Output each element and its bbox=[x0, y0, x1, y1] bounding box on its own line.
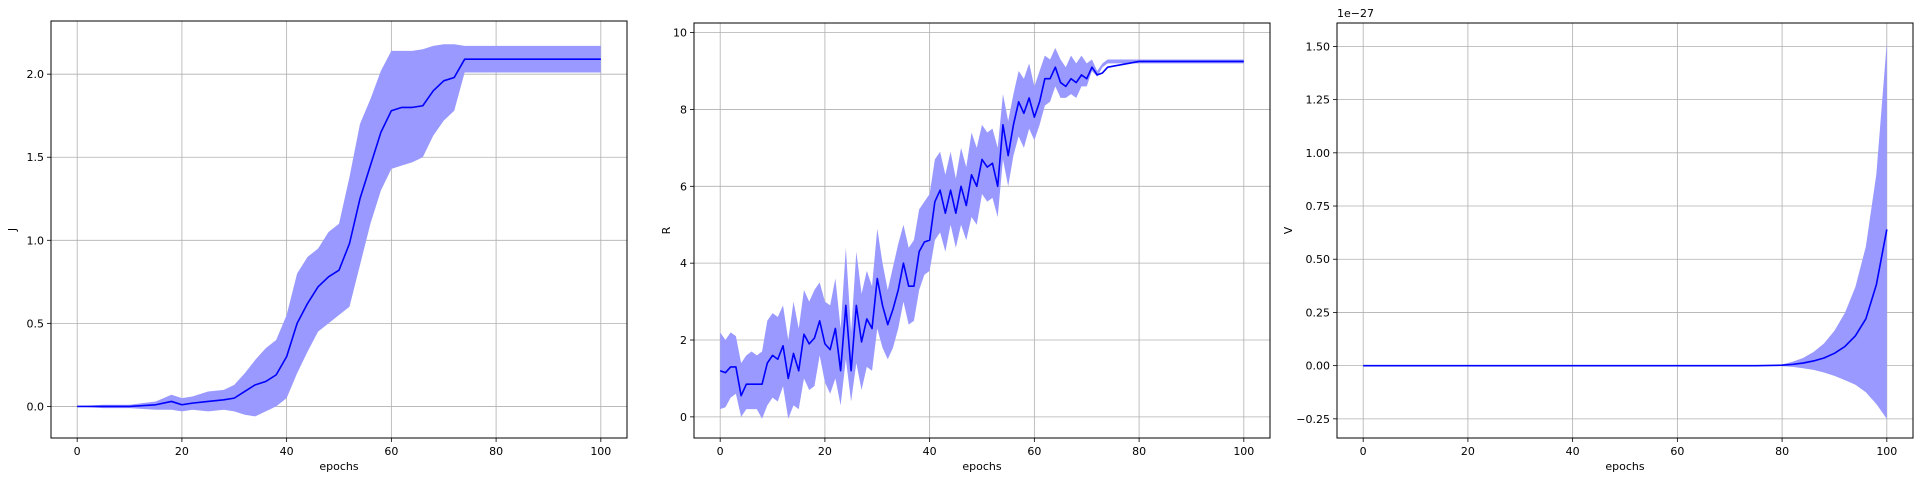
y-tick-label: 0.0 bbox=[27, 400, 45, 413]
x-tick-label: 60 bbox=[1670, 445, 1684, 458]
confidence-band bbox=[77, 44, 601, 417]
plot-frame bbox=[693, 22, 1271, 439]
y-tick-label: 0.75 bbox=[1306, 200, 1331, 213]
y-tick-label: 10 bbox=[673, 27, 687, 40]
x-tick-label: 100 bbox=[1876, 445, 1897, 458]
y-tick-label: 8 bbox=[680, 103, 687, 116]
y-tick-label: 0.00 bbox=[1306, 360, 1331, 373]
mean-line bbox=[719, 60, 1244, 397]
plot-frame bbox=[50, 20, 628, 439]
y-axis-label: R bbox=[660, 226, 673, 234]
y-tick-label: 1.00 bbox=[1306, 147, 1331, 160]
x-tick-label: 20 bbox=[818, 445, 832, 458]
mean-line bbox=[77, 58, 601, 408]
x-axis-label: epochs bbox=[962, 460, 1001, 473]
chart-panel-2: 0 20 40 60 80 100 0 2 4 6 8 10 epochs R bbox=[660, 22, 1271, 473]
chart-panel-1: 0 20 40 60 80 100 0.0 0.5 1.0 1.5 2.0 epochs J bbox=[6, 20, 628, 473]
y-tick-label: 2 bbox=[680, 334, 687, 347]
confidence-band bbox=[720, 47, 1244, 419]
y-tick-label: 1.0 bbox=[27, 234, 45, 247]
x-tick-label: 80 bbox=[489, 445, 503, 458]
y-tick-label: 1.50 bbox=[1306, 40, 1331, 53]
y-tick-label: 0.25 bbox=[1306, 306, 1331, 319]
x-tick-label: 60 bbox=[384, 445, 398, 458]
x-tick-label: 100 bbox=[590, 445, 611, 458]
x-tick-label: 40 bbox=[280, 445, 294, 458]
x-tick-label: 40 bbox=[923, 445, 937, 458]
y-axis-label: V bbox=[1282, 226, 1295, 234]
y-axis-label: J bbox=[6, 228, 19, 232]
plot-frame bbox=[1336, 22, 1914, 439]
y-tick-label: 0.5 bbox=[27, 317, 45, 330]
x-tick-label: 20 bbox=[175, 445, 189, 458]
x-tick-label: 40 bbox=[1566, 445, 1580, 458]
x-tick-label: 100 bbox=[1233, 445, 1254, 458]
y-tick-label: 0 bbox=[680, 411, 687, 424]
y-tick-label: 1.5 bbox=[27, 151, 45, 164]
x-tick-label: 60 bbox=[1027, 445, 1041, 458]
mean-line bbox=[1363, 229, 1888, 367]
y-tick-label: 2.0 bbox=[27, 68, 45, 81]
y-tick-label: 1.25 bbox=[1306, 94, 1331, 107]
x-tick-label: 80 bbox=[1132, 445, 1146, 458]
chart-panel-3: 0 20 40 60 80 100 −0.25 0.00 0.25 0.50 0.75 1.00 1.2… bbox=[1282, 7, 1914, 473]
y-tick-label: 0.50 bbox=[1306, 253, 1331, 266]
x-tick-label: 0 bbox=[1360, 445, 1367, 458]
x-axis-label: epochs bbox=[1605, 460, 1644, 473]
x-axis-label: epochs bbox=[319, 460, 358, 473]
x-tick-label: 0 bbox=[74, 445, 81, 458]
x-tick-label: 80 bbox=[1775, 445, 1789, 458]
x-tick-label: 0 bbox=[717, 445, 724, 458]
y-tick-label: 6 bbox=[680, 180, 687, 193]
y-tick-label: 4 bbox=[680, 257, 687, 270]
y-tick-label: −0.25 bbox=[1296, 413, 1330, 426]
axis-offset-label: 1e−27 bbox=[1337, 7, 1374, 20]
x-tick-label: 20 bbox=[1461, 445, 1475, 458]
